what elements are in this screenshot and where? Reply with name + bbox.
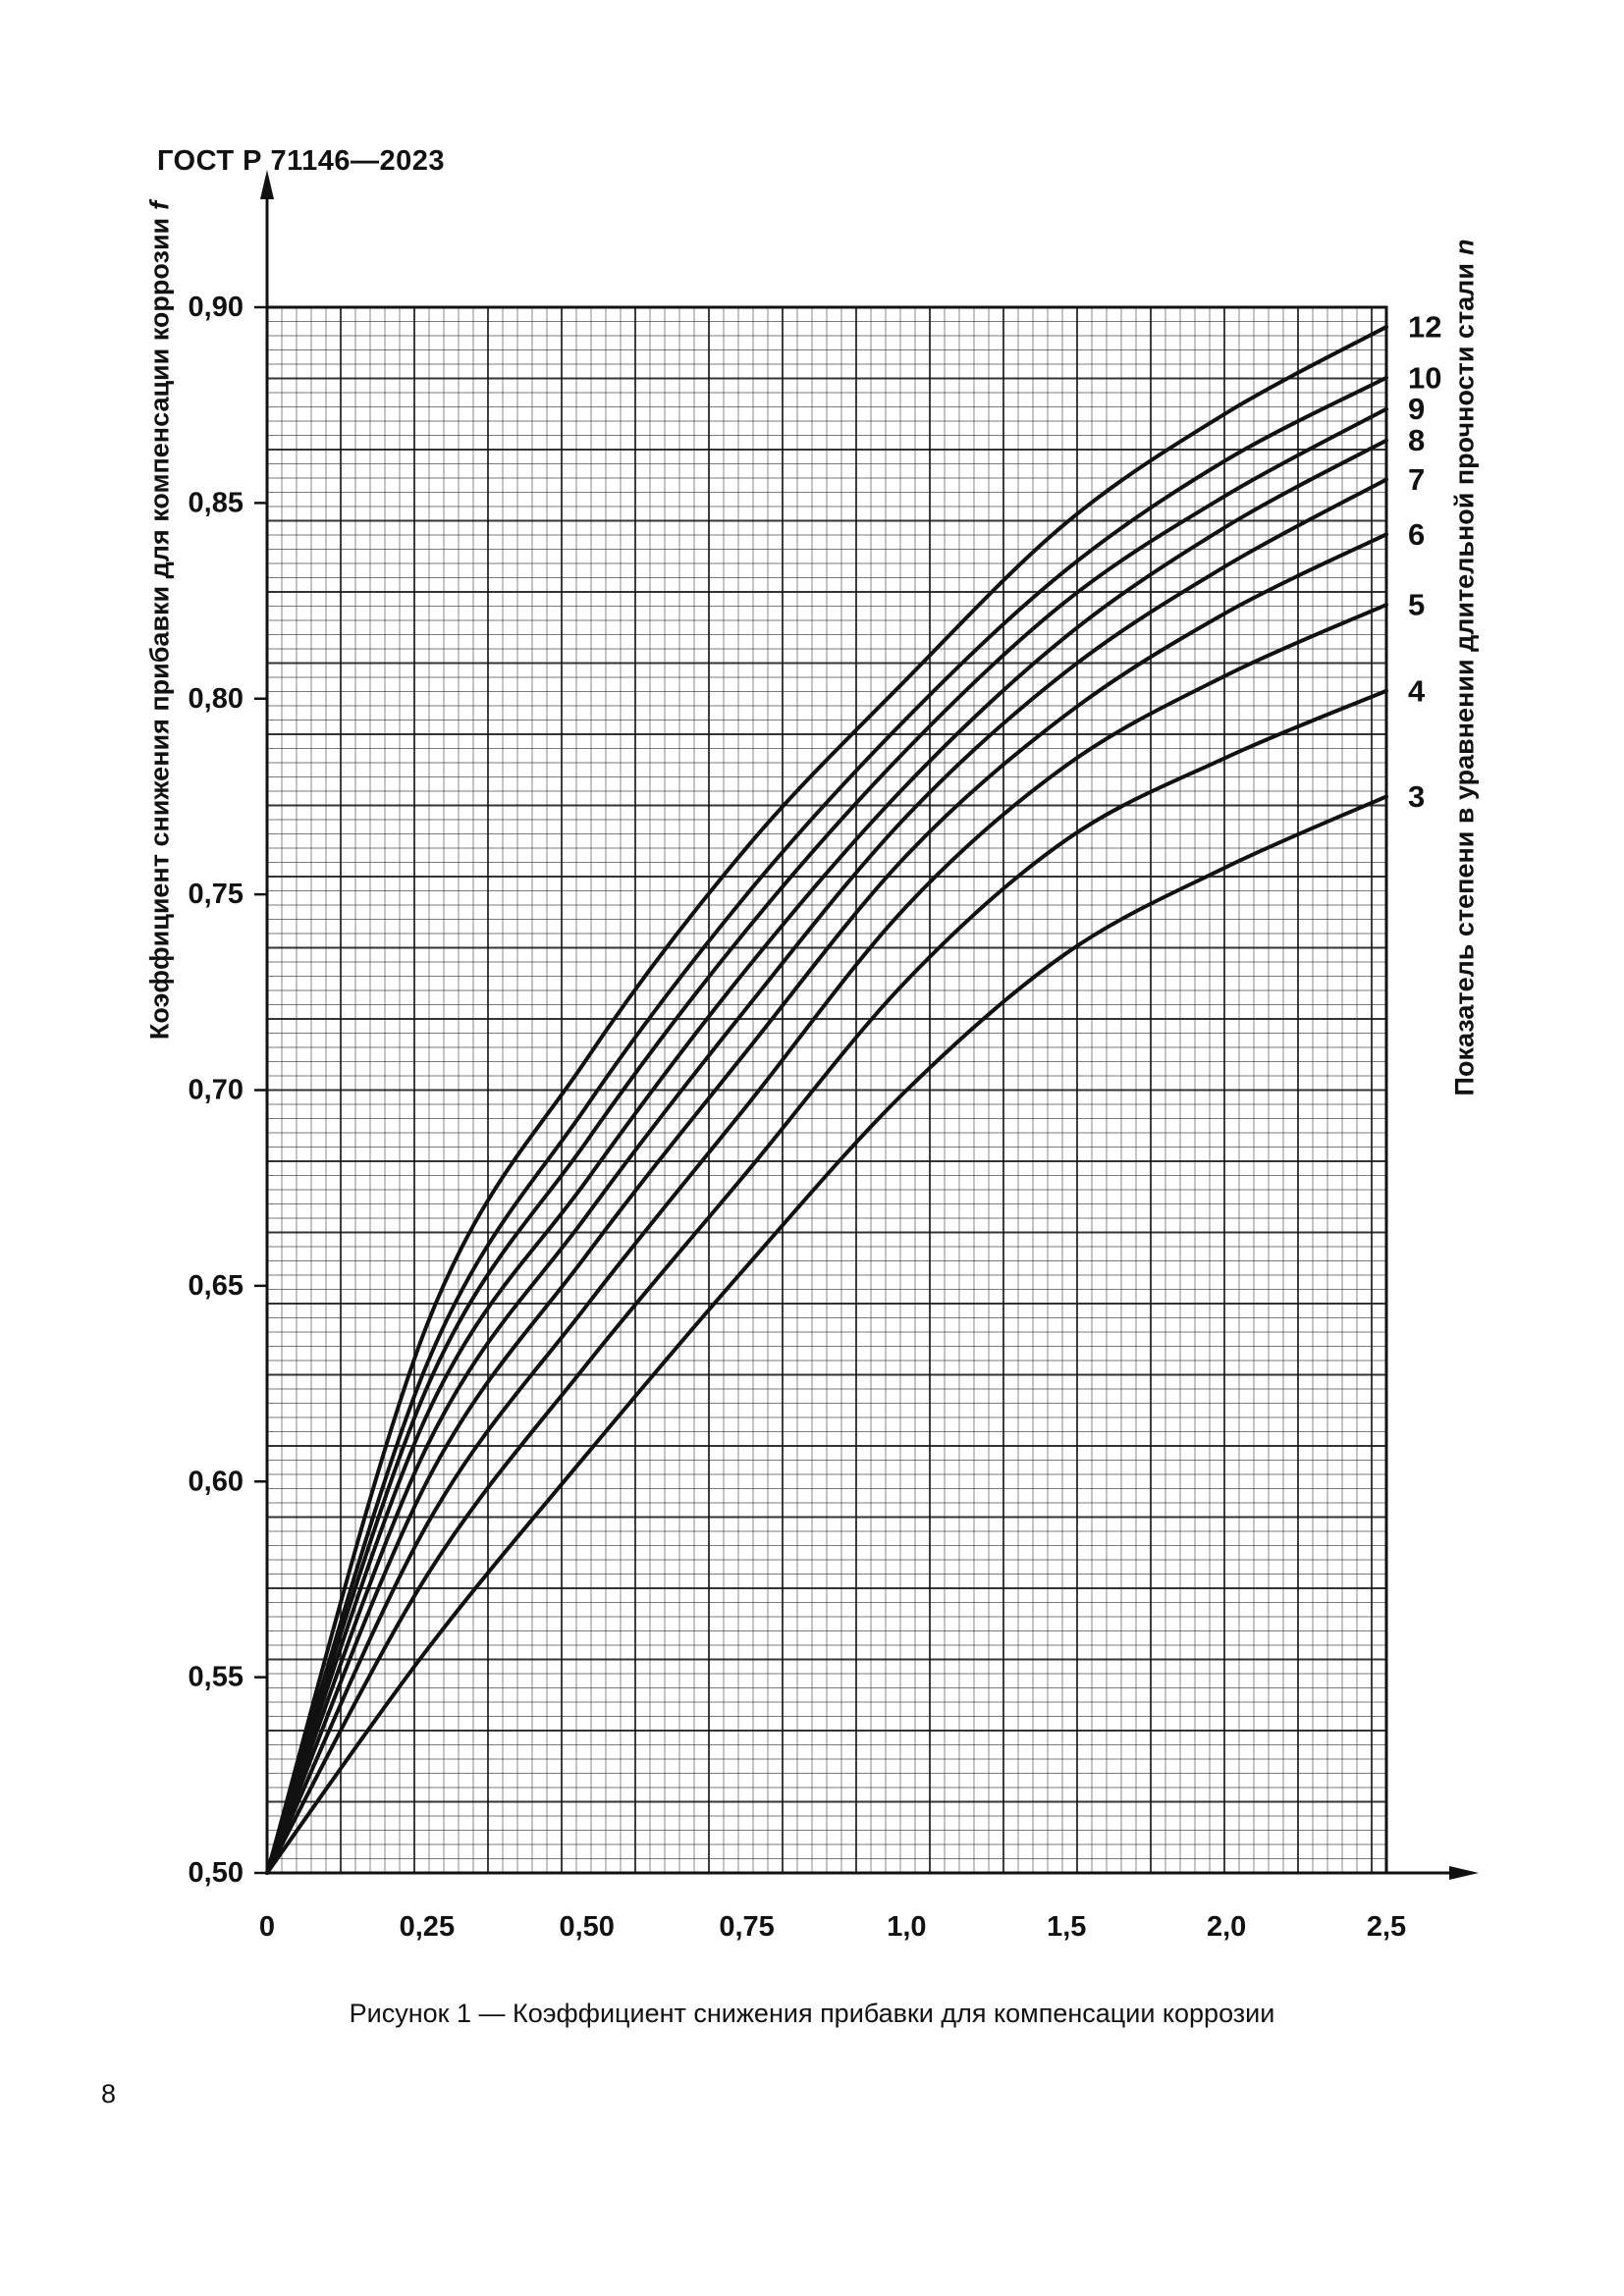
document-header: ГОСТ Р 71146—2023 bbox=[157, 145, 446, 177]
y-tick-label-0,90: 0,90 bbox=[189, 292, 244, 323]
x-tick-label-2,0: 2,0 bbox=[1207, 1911, 1246, 1943]
curve-label-12: 12 bbox=[1408, 309, 1441, 344]
x-tick-label-1,5: 1,5 bbox=[1047, 1911, 1086, 1943]
right-axis-title-text: Показатель степени в уравнении длительно… bbox=[1449, 263, 1480, 1096]
curve-label-9: 9 bbox=[1408, 392, 1425, 426]
y-tick-label-0,50: 0,50 bbox=[189, 1857, 244, 1889]
curve-n-6 bbox=[265, 532, 1388, 1875]
y-tick-label-0,85: 0,85 bbox=[189, 487, 244, 518]
x-tick-label-0,25: 0,25 bbox=[400, 1911, 455, 1943]
curves bbox=[265, 324, 1388, 1875]
curve-n-8 bbox=[265, 438, 1388, 1875]
y-tick-label-0,75: 0,75 bbox=[189, 879, 244, 910]
curve-n-10 bbox=[265, 375, 1388, 1875]
page-number: 8 bbox=[101, 2079, 117, 2109]
y-axis-arrow-icon bbox=[260, 170, 274, 199]
right-axis-symbol: n bbox=[1449, 239, 1480, 256]
x-tick-label-2,5: 2,5 bbox=[1367, 1911, 1406, 1943]
curve-label-10: 10 bbox=[1408, 360, 1441, 395]
y-tick-label-0,60: 0,60 bbox=[189, 1466, 244, 1497]
curve-n-12 bbox=[265, 324, 1388, 1875]
curve-label-7: 7 bbox=[1408, 462, 1425, 497]
x-axis-arrow-icon bbox=[1449, 1866, 1479, 1880]
curve-n-3 bbox=[265, 794, 1388, 1875]
curve-n-4 bbox=[265, 688, 1388, 1875]
y-tick-label-0,65: 0,65 bbox=[189, 1270, 244, 1302]
curve-label-6: 6 bbox=[1408, 517, 1425, 552]
curve-n-9 bbox=[265, 406, 1388, 1875]
curve-label-5: 5 bbox=[1408, 588, 1425, 622]
axes bbox=[260, 170, 1479, 1880]
curve-n-7 bbox=[265, 477, 1388, 1875]
y-tick-label-0,55: 0,55 bbox=[189, 1662, 244, 1693]
y-axis-ticks: 0,50 0,55 0,60 0,65 0,70 0,75 0,80 0,85 0,90 bbox=[189, 292, 267, 1889]
x-tick-label-0,50: 0,50 bbox=[559, 1911, 614, 1943]
x-axis-ticks: 0 0,25 0,50 0,75 1,0 1,5 2,0 2,5 bbox=[259, 1911, 1406, 1943]
y-tick-label-0,80: 0,80 bbox=[189, 683, 244, 715]
curve-label-3: 3 bbox=[1408, 779, 1425, 814]
figure-caption: Рисунок 1 — Коэффициент снижения прибавк… bbox=[349, 1999, 1275, 2028]
right-axis-title: Показатель степени в уравнении длительно… bbox=[1450, 240, 1481, 1096]
x-tick-label-1,0: 1,0 bbox=[887, 1911, 926, 1943]
curve-label-4: 4 bbox=[1408, 673, 1426, 708]
x-tick-label-0,75: 0,75 bbox=[719, 1911, 774, 1943]
curve-n-5 bbox=[265, 603, 1388, 1875]
curve-label-8: 8 bbox=[1408, 423, 1425, 457]
x-tick-label-0: 0 bbox=[259, 1911, 275, 1943]
y-tick-label-0,70: 0,70 bbox=[189, 1075, 244, 1106]
